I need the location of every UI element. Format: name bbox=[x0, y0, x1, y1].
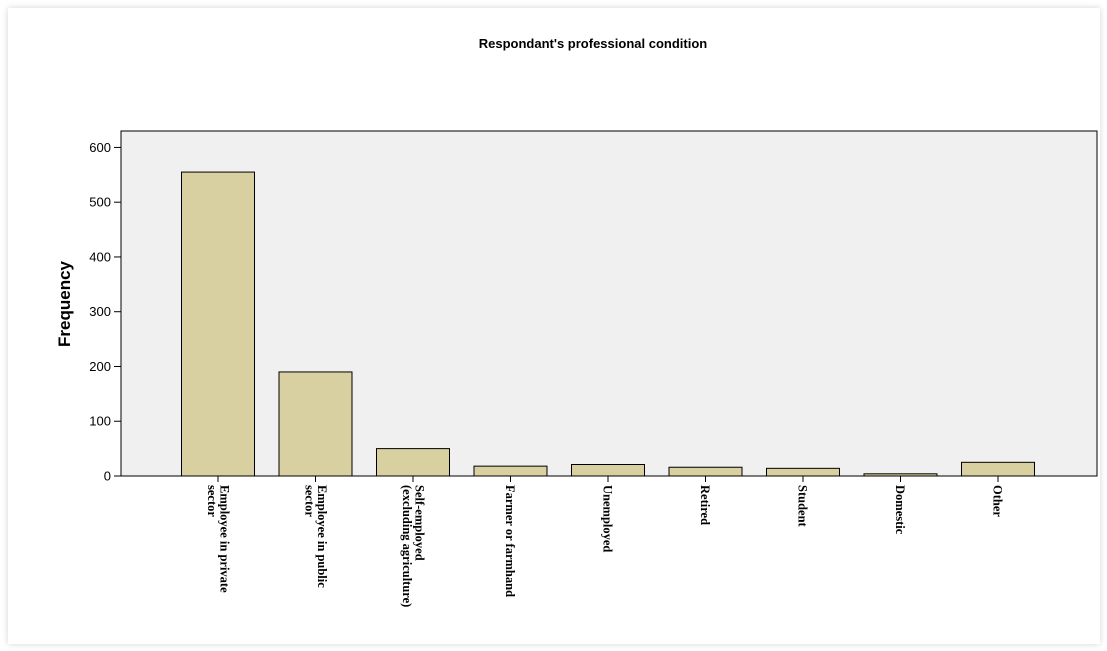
y-tick-label: 500 bbox=[89, 195, 111, 210]
bar bbox=[668, 466, 743, 477]
y-tick-label: 400 bbox=[89, 249, 111, 264]
y-tick-label: 300 bbox=[89, 304, 111, 319]
x-tick-label-line: Farmer or farmhand bbox=[503, 485, 517, 597]
bar bbox=[766, 467, 840, 477]
x-tick-label-line: Domestic bbox=[893, 485, 907, 535]
x-tick-label-line: Employee in private bbox=[217, 485, 231, 593]
x-tick-label-line: sector bbox=[302, 485, 316, 517]
y-axis-label: Frequency bbox=[55, 260, 74, 347]
x-tick-label-line: Retired bbox=[698, 485, 712, 525]
x-tick-label-line: (excluding agriculture) bbox=[400, 485, 414, 607]
x-tick-label: Domestic bbox=[893, 485, 907, 535]
x-tick-label: Student bbox=[796, 485, 810, 528]
bar bbox=[181, 171, 255, 477]
y-tick-label: 200 bbox=[89, 359, 111, 374]
y-tick-label: 100 bbox=[89, 414, 111, 429]
bar bbox=[863, 473, 938, 477]
bar bbox=[473, 465, 548, 477]
x-tick-label-line: Employee in public bbox=[315, 485, 329, 588]
x-tick-label-line: Other bbox=[991, 485, 1005, 517]
x-tick-label-line: sector bbox=[205, 485, 219, 517]
y-tick-label: 0 bbox=[104, 469, 111, 484]
x-tick-label: Farmer or farmhand bbox=[503, 485, 517, 597]
y-tick-label: 600 bbox=[89, 140, 111, 155]
x-tick-label: Other bbox=[991, 485, 1005, 517]
x-tick-label-line: Student bbox=[796, 485, 810, 528]
x-tick-label: Retired bbox=[698, 485, 712, 525]
x-tick-label-line: Unemployed bbox=[601, 485, 615, 552]
plot-area bbox=[120, 130, 1098, 477]
x-tick-label: Self-employed(excluding agriculture) bbox=[400, 485, 427, 607]
chart-title: Respondant's professional condition bbox=[479, 36, 707, 51]
bar bbox=[961, 461, 1035, 477]
bar bbox=[376, 448, 450, 477]
x-tick-label-line: Self-employed bbox=[412, 485, 426, 561]
x-tick-label: Unemployed bbox=[601, 485, 615, 552]
bar bbox=[571, 464, 645, 477]
bar bbox=[278, 371, 353, 477]
